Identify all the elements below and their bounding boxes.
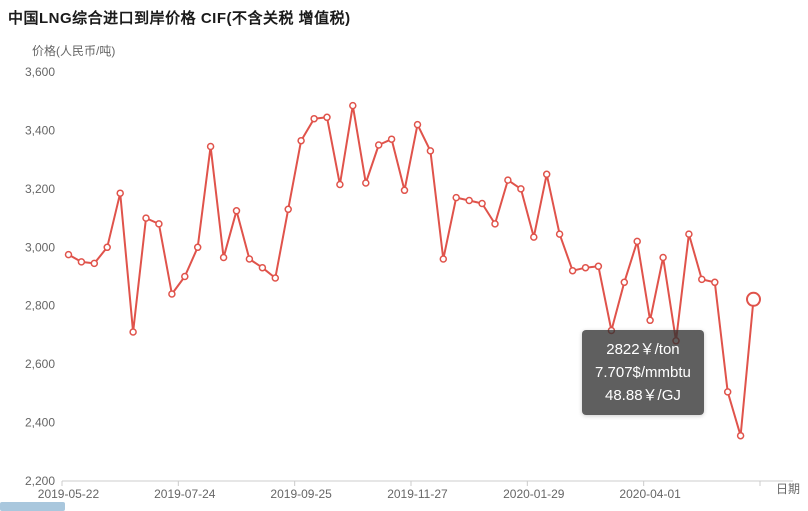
horizontal-scrollbar-thumb[interactable]	[0, 502, 65, 511]
svg-text:2019-05-22: 2019-05-22	[38, 487, 100, 501]
svg-text:3,200: 3,200	[25, 182, 55, 196]
svg-text:3,400: 3,400	[25, 123, 55, 137]
svg-text:2020-04-01: 2020-04-01	[619, 487, 681, 501]
svg-text:2019-11-27: 2019-11-27	[387, 487, 448, 501]
y-axis-unit-label: 价格(人民币/吨)	[32, 44, 116, 58]
tooltip-price-per-ton: 2822￥/ton	[606, 341, 680, 358]
tooltip: 2822￥/ton 7.707$/mmbtu 48.88￥/GJ	[582, 330, 704, 415]
svg-text:2,800: 2,800	[25, 299, 55, 313]
tooltip-price-per-gj: 48.88￥/GJ	[605, 387, 681, 404]
x-axis-label: 日期	[776, 482, 801, 496]
svg-text:2019-07-24: 2019-07-24	[154, 487, 216, 501]
svg-text:3,000: 3,000	[25, 240, 55, 254]
svg-text:3,600: 3,600	[25, 65, 55, 79]
chart-title: 中国LNG综合进口到岸价格 CIF(不含关税 增值税)	[8, 10, 351, 27]
svg-text:2019-09-25: 2019-09-25	[270, 487, 332, 501]
tooltip-price-per-mmbtu: 7.707$/mmbtu	[595, 364, 691, 381]
svg-text:2020-01-29: 2020-01-29	[503, 487, 565, 501]
svg-text:2,600: 2,600	[25, 357, 55, 371]
svg-text:2,200: 2,200	[25, 474, 55, 488]
svg-text:2,400: 2,400	[25, 416, 55, 430]
